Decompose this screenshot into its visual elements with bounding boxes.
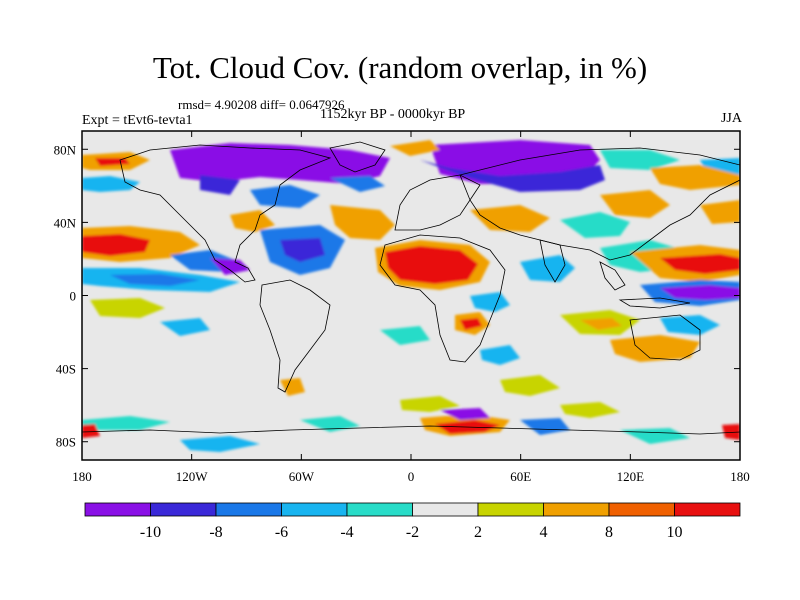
colorbar: -10 -8 -6 -4 -2 2 4 8 10 <box>84 502 741 541</box>
colorbar-label: 10 <box>667 524 683 541</box>
lat-tick-label: 40S <box>56 362 76 377</box>
colorbar-swatch <box>608 502 675 517</box>
lon-tick-label: 180 <box>72 469 92 484</box>
colorbar-label: 2 <box>474 524 482 541</box>
colorbar-label: -10 <box>140 524 161 541</box>
colorbar-label: -2 <box>406 524 419 541</box>
lon-tick-label: 120E <box>617 469 645 484</box>
colorbar-swatch <box>543 502 610 517</box>
lat-tick-label: 0 <box>70 289 77 304</box>
lat-tick-label: 80N <box>54 142 77 157</box>
lat-tick-label: 80S <box>56 435 76 450</box>
colorbar-swatch <box>150 502 217 517</box>
stats-label: rmsd= 4.90208 diff= 0.0647926 <box>178 97 345 112</box>
lon-tick-label: 120W <box>176 469 209 484</box>
colorbar-swatch <box>412 502 479 517</box>
lat-tick-label: 40N <box>54 215 77 230</box>
colorbar-swatch <box>346 502 413 517</box>
season-label: JJA <box>720 111 742 126</box>
experiment-label: Expt = tEvt6-tevta1 <box>82 113 193 128</box>
colorbar-swatch <box>281 502 348 517</box>
colorbar-swatch <box>674 502 741 517</box>
colorbar-swatch <box>477 502 544 517</box>
colorbar-swatch <box>215 502 282 517</box>
map-background <box>82 131 740 460</box>
lon-tick-label: 180 <box>730 469 750 484</box>
colorbar-label: -6 <box>275 524 288 541</box>
colorbar-label: -4 <box>340 524 353 541</box>
colorbar-label: 8 <box>605 524 613 541</box>
lon-tick-label: 60W <box>289 469 315 484</box>
longitude-axis: 180 120W 60W 0 60E 120E 180 <box>72 131 750 484</box>
colorbar-swatch <box>84 502 151 517</box>
latitude-axis: 80N 40N 0 40S 80S <box>54 142 740 450</box>
colorbar-label: 4 <box>540 524 548 541</box>
period-label: 1152kyr BP - 0000kyr BP <box>320 107 466 122</box>
anomaly-field <box>82 140 740 452</box>
map-title: Tot. Cloud Cov. (random overlap, in %) <box>152 50 648 85</box>
coastlines <box>82 141 740 435</box>
lon-tick-label: 60E <box>510 469 531 484</box>
colorbar-label: -8 <box>209 524 222 541</box>
lon-tick-label: 0 <box>408 469 415 484</box>
